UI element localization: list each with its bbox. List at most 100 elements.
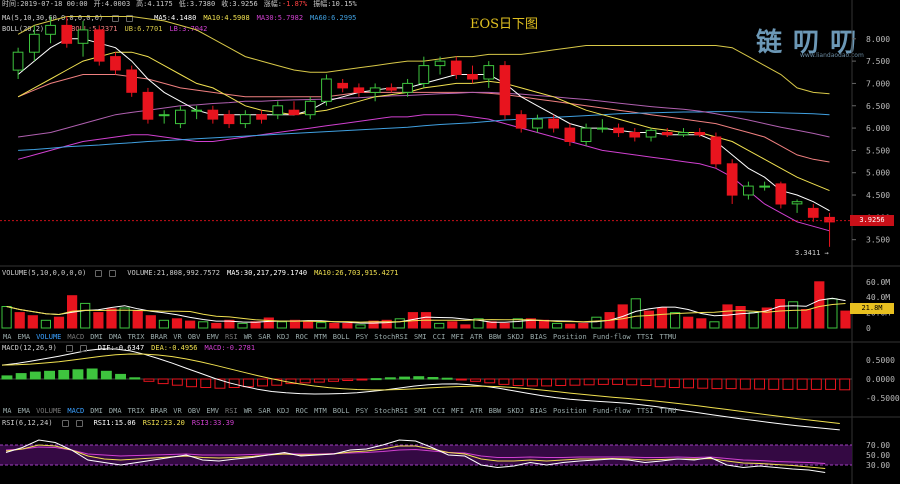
settings-icon[interactable] [95,269,103,277]
tab-smi[interactable]: SMI [413,333,427,341]
tab-fund-flow[interactable]: Fund-flow [592,333,631,341]
tab-dma[interactable]: DMA [108,333,122,341]
y-tick-label: 4.500 [866,191,890,200]
tab-ttsi[interactable]: TTSI [636,407,654,415]
tab-bbw[interactable]: BBW [488,407,502,415]
tab-atr[interactable]: ATR [469,333,483,341]
macd-bar [683,378,694,389]
tab-macd[interactable]: MACD [67,333,85,341]
volume-tick-label: 60.0M [866,278,890,287]
tab-ttsi[interactable]: TTSI [636,333,654,341]
close-icon[interactable] [75,419,83,427]
tab-ma[interactable]: MA [3,333,12,341]
settings-icon[interactable] [61,419,69,427]
volume-bar [132,310,143,329]
tab-stochrsi[interactable]: StochRSI [374,407,408,415]
tab-ma[interactable]: MA [3,407,12,415]
tab-psy[interactable]: PSY [355,407,369,415]
macd-bar [313,378,325,383]
macd-bar [29,371,41,380]
volume-bar [289,319,301,329]
tab-kdj[interactable]: KDJ [276,333,290,341]
tab-mtm[interactable]: MTM [314,333,327,341]
tab-kdj[interactable]: KDJ [276,407,290,415]
macd-bar [626,378,638,386]
tab-brar[interactable]: BRAR [150,333,168,341]
macd-bar [739,378,751,390]
close-icon[interactable] [109,269,117,277]
tab-psy[interactable]: PSY [355,333,369,341]
tab-boll[interactable]: BOLL [332,407,350,415]
macd-bar [555,378,567,386]
tab-wr[interactable]: WR [243,333,253,341]
volume-bar [303,320,314,329]
change-label-text: 涨幅: [263,0,282,8]
tab-mtm[interactable]: MTM [314,407,327,415]
tab-rsi[interactable]: RSI [225,407,238,415]
tab-trix[interactable]: TRIX [127,333,145,341]
tab-emv[interactable]: EMV [206,407,220,415]
macd-bar [1,375,13,380]
tab-position[interactable]: Position [552,407,587,415]
tab-mfi[interactable]: MFI [451,407,464,415]
volume-bar [263,317,274,329]
tab-ttmu[interactable]: TTMU [659,333,677,341]
close-icon[interactable] [126,14,134,22]
tab-cci[interactable]: CCI [432,333,446,341]
macd-bar [15,373,27,380]
tab-obv[interactable]: OBV [187,333,201,341]
tab-skdj[interactable]: SKDJ [507,333,525,341]
volume-bar [40,319,51,329]
tab-cci[interactable]: CCI [432,407,446,415]
tab-roc[interactable]: ROC [295,407,309,415]
tab-fund-flow[interactable]: Fund-flow [592,407,631,415]
macd-bar [725,378,737,390]
macd-bar [583,378,595,386]
volume-bar [748,312,759,329]
tab-ema[interactable]: EMA [17,407,31,415]
tab-skdj[interactable]: SKDJ [507,407,525,415]
macd-bar [257,378,269,387]
tab-trix[interactable]: TRIX [127,407,145,415]
volume-bar [250,321,261,329]
tab-sar[interactable]: SAR [258,333,271,341]
tab-smi[interactable]: SMI [413,407,427,415]
tab-vr[interactable]: VR [173,407,182,415]
volume-bar [630,298,641,329]
tab-dmi[interactable]: DMI [90,407,103,415]
tab-vr[interactable]: VR [173,333,182,341]
tab-mfi[interactable]: MFI [451,333,464,341]
settings-icon[interactable] [65,344,73,352]
candle-body [532,118,543,129]
tab-obv[interactable]: OBV [187,407,201,415]
tab-macd[interactable]: MACD [67,407,85,415]
tab-dma[interactable]: DMA [108,407,122,415]
macd-bar [825,378,836,390]
tab-volume[interactable]: VOLUME [36,407,62,415]
macd-bar [597,378,609,385]
tab-sar[interactable]: SAR [258,407,271,415]
tab-roc[interactable]: ROC [295,333,309,341]
tab-wr[interactable]: WR [243,407,253,415]
tab-rsi[interactable]: RSI [225,333,238,341]
settings-icon[interactable] [112,14,120,22]
close-icon[interactable] [79,344,87,352]
tab-bias[interactable]: BIAS [530,333,547,341]
tab-bias[interactable]: BIAS [530,407,547,415]
tab-bbw[interactable]: BBW [488,333,502,341]
tab-ttmu[interactable]: TTMU [659,407,677,415]
tab-brar[interactable]: BRAR [150,407,168,415]
tab-volume[interactable]: VOLUME [36,333,62,341]
macd-bar [569,378,581,386]
tab-atr[interactable]: ATR [469,407,483,415]
tab-boll[interactable]: BOLL [332,333,350,341]
candle-body [661,132,673,136]
candle-body [743,185,754,196]
tab-emv[interactable]: EMV [206,333,220,341]
tab-ema[interactable]: EMA [17,333,31,341]
volume-tick-label: 0 [866,324,871,333]
tab-position[interactable]: Position [552,333,587,341]
candle-body [710,136,722,165]
tab-dmi[interactable]: DMI [90,333,103,341]
tab-stochrsi[interactable]: StochRSI [374,333,408,341]
